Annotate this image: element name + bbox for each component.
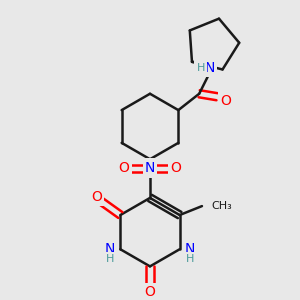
Text: H: H — [196, 63, 205, 73]
Text: O: O — [119, 161, 130, 175]
Text: O: O — [145, 285, 155, 299]
Text: N: N — [185, 242, 195, 256]
Text: O: O — [170, 161, 181, 175]
Text: S: S — [145, 161, 155, 176]
Text: N: N — [145, 160, 155, 175]
Text: O: O — [220, 94, 231, 108]
Text: N: N — [204, 61, 215, 75]
Text: N: N — [105, 242, 115, 256]
Text: O: O — [91, 190, 102, 204]
Text: H: H — [186, 254, 194, 264]
Text: CH₃: CH₃ — [211, 201, 232, 211]
Text: H: H — [106, 254, 114, 264]
